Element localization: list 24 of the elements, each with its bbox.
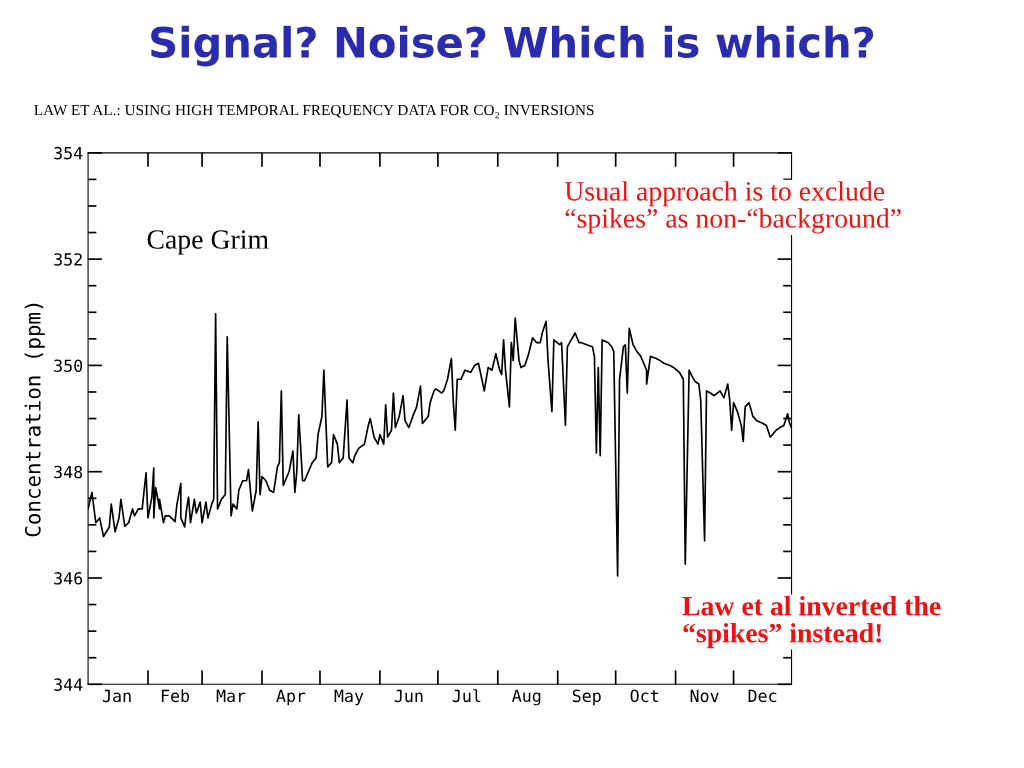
x-tick-label: Jul bbox=[452, 689, 481, 703]
x-tick-label: Mar bbox=[216, 689, 246, 703]
x-tick-label: Jun bbox=[394, 689, 423, 703]
annotation: Law et al inverted the “spikes” instead! bbox=[682, 595, 941, 649]
chart-title: Signal? Noise? Which is which? bbox=[151, 25, 874, 67]
y-tick-label: 352 bbox=[54, 253, 82, 266]
chart-subtitle: LAW ET AL.: USING HIGH TEMPORAL FREQUENCY DATA FOR CO₂ INVERSIONS bbox=[34, 104, 594, 119]
x-tick-label: Jan bbox=[102, 689, 131, 703]
x-tick-label: Nov bbox=[690, 689, 719, 703]
x-tick-label: Sep bbox=[572, 689, 601, 706]
y-axis-title: Concentration (ppm) bbox=[24, 303, 45, 537]
annotation: Usual approach is to exclude “spikes” as non-“background” bbox=[564, 181, 901, 234]
y-tick-label: 348 bbox=[54, 465, 83, 479]
x-tick-label: Dec bbox=[748, 689, 777, 703]
y-tick-label: 346 bbox=[54, 572, 83, 585]
x-tick-label: May bbox=[334, 689, 364, 706]
x-tick-label: Oct bbox=[630, 689, 659, 703]
x-tick-label: Aug bbox=[512, 689, 541, 706]
annotation: Cape Grim bbox=[147, 230, 269, 255]
x-tick-label: Feb bbox=[161, 689, 190, 703]
y-tick-label: 354 bbox=[54, 146, 83, 160]
y-tick-label: 344 bbox=[54, 678, 83, 691]
x-tick-label: Apr bbox=[276, 689, 306, 706]
y-tick-label: 350 bbox=[54, 359, 83, 373]
